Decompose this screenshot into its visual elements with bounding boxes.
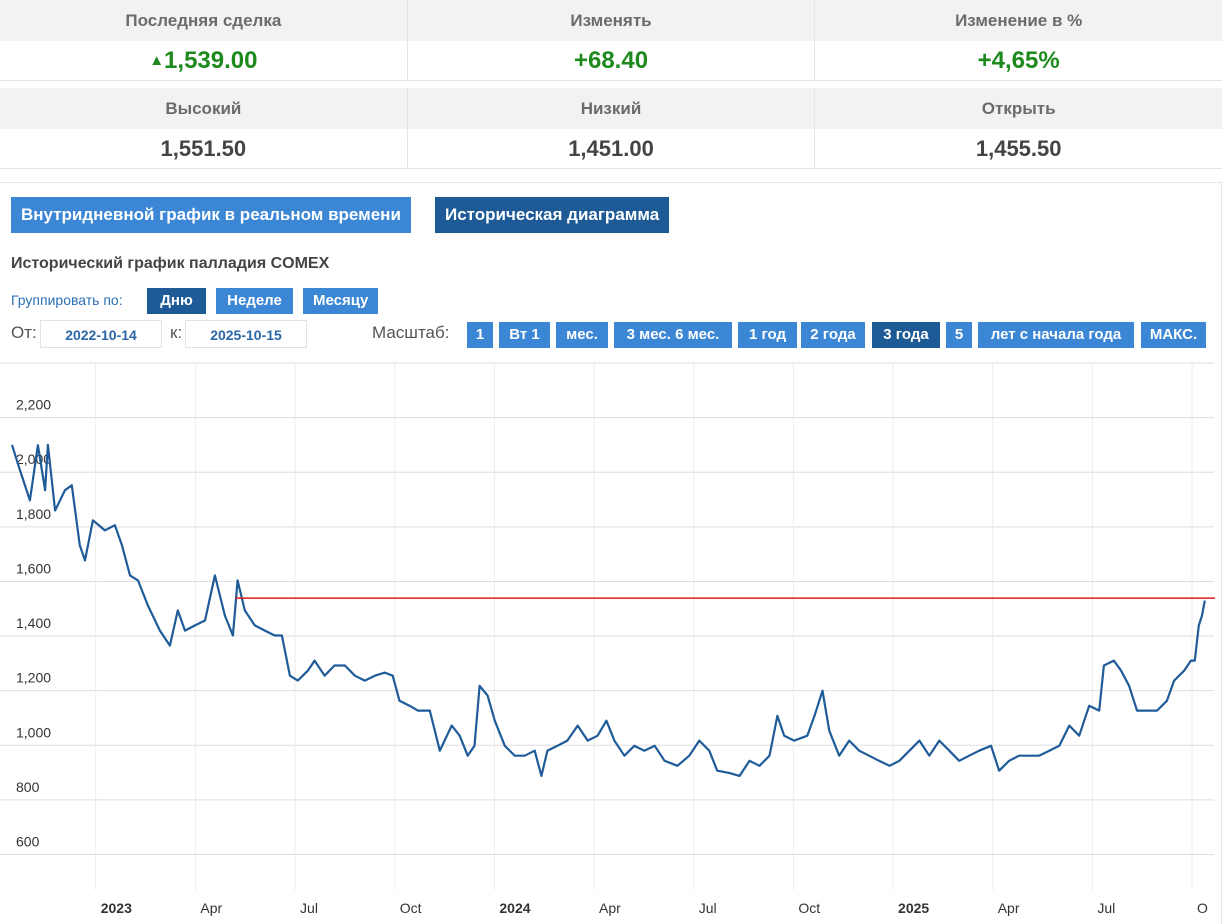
section-title: Исторический график палладия COMEX (11, 255, 330, 272)
y-tick-label: 2,200 (16, 397, 51, 413)
stat-value: 1,551.50 (0, 129, 408, 169)
to-date[interactable]: 2025-10-15 (185, 320, 307, 348)
stat-value: +4,65% (815, 41, 1223, 81)
x-tick-label: Oct (798, 900, 820, 916)
scale-button[interactable]: 3 года (872, 322, 940, 348)
stat-value: +68.40 (407, 41, 816, 81)
scale-button[interactable]: МАКС. (1141, 322, 1206, 348)
y-tick-label: 2,000 (16, 451, 51, 467)
stats-header-row: Высокий Низкий Открыть (0, 88, 1223, 129)
stats-value-row: ▲1,539.00 +68.40 +4,65% (0, 41, 1223, 81)
x-tick-label: Jul (300, 900, 318, 916)
up-arrow: ▲ (149, 52, 165, 69)
scale-button[interactable]: 1 год (738, 322, 797, 348)
x-tick-label: Jul (1097, 900, 1115, 916)
stat-label: Высокий (0, 88, 408, 129)
stat-value: 1,539.00 (164, 47, 258, 74)
group-label: Группировать по: (11, 292, 123, 308)
stat-value: 1,455.50 (815, 129, 1223, 169)
scale-button[interactable]: 2 года (801, 322, 865, 348)
x-tick-label: O (1197, 900, 1208, 916)
chart: 600 800 1,000 1,200 1,400 1,600 1,800 2,000 2,20… (0, 362, 1215, 916)
x-tick-label: Apr (599, 900, 621, 916)
scale-button[interactable]: лет с начала года (978, 322, 1134, 348)
x-tick-label: Oct (400, 900, 422, 916)
y-tick-label: 1,800 (16, 506, 51, 522)
group-button[interactable]: Месяцу (303, 288, 378, 314)
stats-value-row: 1,551.50 1,451.00 1,455.50 (0, 129, 1223, 169)
y-tick-label: 1,000 (16, 724, 51, 740)
x-tick-label: 2025 (898, 900, 929, 916)
scale-button[interactable]: Вт 1 (499, 322, 550, 348)
stat-label: Изменение в % (815, 0, 1223, 41)
scale-button[interactable]: 3 мес. 6 мес. (614, 322, 732, 348)
y-tick-label: 1,400 (16, 615, 51, 631)
from-date[interactable]: 2022-10-14 (40, 320, 162, 348)
price-line (10, 443, 1206, 777)
x-tick-label: Apr (998, 900, 1020, 916)
stat-value: 1,451.00 (407, 129, 816, 169)
y-tick-label: 1,200 (16, 670, 51, 686)
scale-button[interactable]: 5 (946, 322, 972, 348)
group-button[interactable]: Неделе (216, 288, 293, 314)
stat-label: Открыть (815, 88, 1223, 129)
tab[interactable]: Внутридневной график в реальном времени (11, 197, 411, 233)
stat-label: Изменять (407, 0, 816, 41)
stats-header-row: Последняя сделка Изменять Изменение в % (0, 0, 1223, 41)
to-label: к: (170, 323, 183, 342)
scale-button[interactable]: мес. (556, 322, 608, 348)
x-tick-label: 2023 (101, 900, 132, 916)
group-button[interactable]: Дню (147, 288, 206, 314)
tab[interactable]: Историческая диаграмма (435, 197, 670, 233)
y-tick-label: 600 (16, 834, 40, 850)
x-tick-label: Apr (200, 900, 222, 916)
x-tick-label: Jul (699, 900, 717, 916)
stat-label: Последняя сделка (0, 0, 408, 41)
chart-panel (0, 182, 1222, 924)
x-tick-label: 2024 (499, 900, 530, 916)
stat-cell: ▲1,539.00 (0, 41, 408, 81)
y-tick-label: 800 (16, 779, 40, 795)
scale-label: Масштаб: (372, 323, 450, 342)
scale-button[interactable]: 1 (467, 322, 493, 348)
stat-label: Низкий (407, 88, 816, 129)
from-label: От: (11, 323, 37, 342)
y-tick-label: 1,600 (16, 560, 51, 576)
